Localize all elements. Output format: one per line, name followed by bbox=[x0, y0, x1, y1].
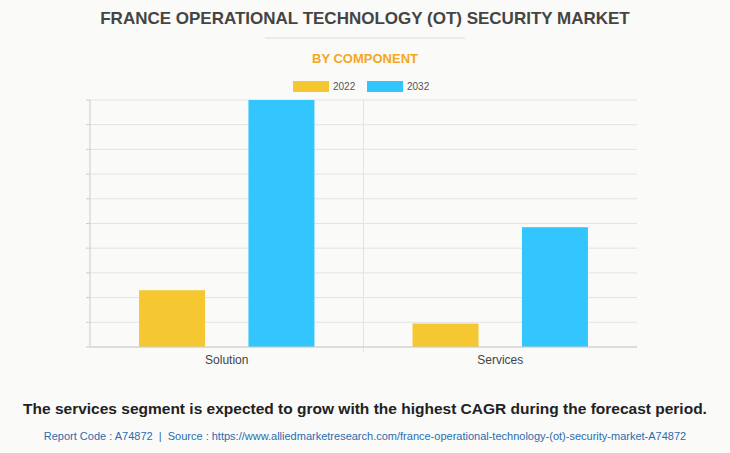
x-tick-label: Solution bbox=[205, 353, 248, 367]
x-tick-label: Services bbox=[477, 353, 523, 367]
y-axis bbox=[90, 100, 91, 347]
grid-line bbox=[90, 347, 637, 348]
chart: FRANCE OPERATIONAL TECHNOLOGY (OT) SECUR… bbox=[0, 0, 730, 453]
tick-mark bbox=[86, 322, 90, 323]
bar bbox=[522, 227, 588, 347]
bars bbox=[139, 100, 588, 347]
subtitle: BY COMPONENT bbox=[312, 51, 418, 66]
tick-mark bbox=[86, 124, 90, 125]
tick-mark bbox=[86, 100, 90, 101]
bar bbox=[139, 290, 205, 347]
source: Report Code : A74872 | Source : https://… bbox=[44, 430, 686, 442]
title: FRANCE OPERATIONAL TECHNOLOGY (OT) SECUR… bbox=[100, 9, 630, 28]
category-separator bbox=[363, 100, 364, 352]
title-rule bbox=[265, 38, 465, 39]
bar bbox=[413, 324, 479, 347]
tick-mark bbox=[86, 297, 90, 298]
tick-mark bbox=[86, 198, 90, 199]
tick-mark bbox=[86, 149, 90, 150]
tick-mark bbox=[86, 223, 90, 224]
tick-mark bbox=[86, 347, 90, 348]
tick-mark bbox=[86, 272, 90, 273]
legend-label: 2032 bbox=[407, 81, 430, 92]
annotation: The services segment is expected to grow… bbox=[23, 400, 707, 417]
legend-label: 2022 bbox=[333, 81, 356, 92]
tick-mark bbox=[86, 174, 90, 175]
bar bbox=[248, 100, 314, 347]
legend-swatch bbox=[367, 81, 403, 92]
x-axis bbox=[90, 347, 637, 348]
tick-mark bbox=[86, 248, 90, 249]
legend-swatch bbox=[293, 81, 329, 92]
